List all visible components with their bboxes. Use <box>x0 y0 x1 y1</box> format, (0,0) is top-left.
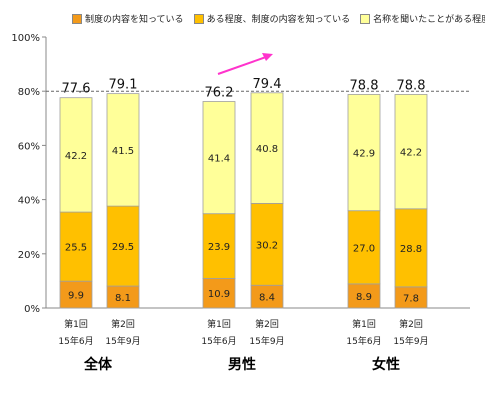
y-tick-label: 20% <box>18 250 40 261</box>
segment-label: 41.5 <box>112 146 134 157</box>
segment-label: 23.9 <box>208 242 230 253</box>
category-label-line2: 15年6月 <box>201 335 236 347</box>
segment-label: 7.8 <box>403 293 419 304</box>
bar-segment <box>202 213 236 279</box>
bar-segment <box>347 283 381 309</box>
y-tick-label: 60% <box>18 141 40 152</box>
y-tick-label: 0% <box>24 304 40 315</box>
legend-swatch-1 <box>72 13 82 24</box>
total-label: 79.1 <box>109 78 138 93</box>
legend-swatch-3 <box>360 13 371 24</box>
category-label-line2: 15年9月 <box>249 335 284 347</box>
total-label: 78.8 <box>350 78 379 93</box>
segment-label: 8.9 <box>356 292 372 303</box>
segment-label: 42.9 <box>353 149 375 160</box>
category-label-line1: 第2回 <box>111 318 135 330</box>
y-tick-label: 80% <box>18 87 40 98</box>
category-label-line2: 15年9月 <box>393 335 428 347</box>
bar-segment <box>59 280 93 309</box>
bar-segment <box>347 94 381 212</box>
annotation-arrow <box>217 56 267 75</box>
legend-swatch-2 <box>193 13 204 24</box>
legend-item-2: ある程度、制度の内容を知っている <box>193 12 351 25</box>
legend-item-1: 制度の内容を知っている <box>72 12 184 25</box>
category-label-line1: 第2回 <box>255 318 279 330</box>
segment-label: 29.5 <box>112 242 134 253</box>
category-label-line1: 第2回 <box>399 318 423 330</box>
bar-segment <box>250 92 284 204</box>
legend-item-3: 名称を聞いたことがある程度 <box>360 12 485 25</box>
segment-label: 42.2 <box>65 151 87 162</box>
annotation-arrow-head <box>262 53 273 61</box>
bar-segment <box>202 278 236 309</box>
bar-segment <box>59 97 93 213</box>
bar-segment <box>347 210 381 285</box>
total-label: 76.2 <box>205 85 234 100</box>
bar-segment <box>250 202 284 286</box>
category-label-line2: 15年6月 <box>58 335 93 347</box>
total-label: 79.4 <box>253 77 282 92</box>
segment-label: 9.9 <box>68 291 84 302</box>
bar-segment <box>394 208 428 288</box>
segment-label: 40.8 <box>256 144 278 155</box>
segment-label: 8.4 <box>259 293 275 304</box>
bar-segment <box>106 93 140 207</box>
bar-segment <box>394 94 428 210</box>
group-label: 全体 <box>83 356 113 373</box>
legend: 制度の内容を知っている ある程度、制度の内容を知っている 名称を聞いたことがある… <box>72 12 485 25</box>
category-label-line1: 第1回 <box>64 318 88 330</box>
category-label-line1: 第1回 <box>352 318 376 330</box>
legend-label-3: 名称を聞いたことがある程度 <box>373 15 485 25</box>
legend-label-1: 制度の内容を知っている <box>85 15 184 25</box>
total-label: 77.6 <box>62 82 91 97</box>
segment-label: 27.0 <box>353 243 375 254</box>
segment-label: 42.2 <box>400 148 422 159</box>
group-label: 女性 <box>372 356 400 373</box>
bar-segment <box>202 101 236 215</box>
segment-label: 30.2 <box>256 240 278 251</box>
segment-label: 8.1 <box>115 293 131 304</box>
category-label-line1: 第1回 <box>207 318 231 330</box>
segment-label: 10.9 <box>208 289 230 300</box>
group-label: 男性 <box>228 356 256 373</box>
category-label-line2: 15年6月 <box>346 335 381 347</box>
segment-label: 25.5 <box>65 243 87 254</box>
legend-label-2: ある程度、制度の内容を知っている <box>206 15 351 25</box>
category-label-line2: 15年9月 <box>105 335 140 347</box>
y-tick-label: 100% <box>11 33 40 44</box>
y-tick-label: 40% <box>18 196 40 207</box>
bar-segment <box>106 205 140 287</box>
total-label: 78.8 <box>397 78 426 93</box>
segment-label: 28.8 <box>400 244 422 255</box>
segment-label: 41.4 <box>208 154 230 165</box>
